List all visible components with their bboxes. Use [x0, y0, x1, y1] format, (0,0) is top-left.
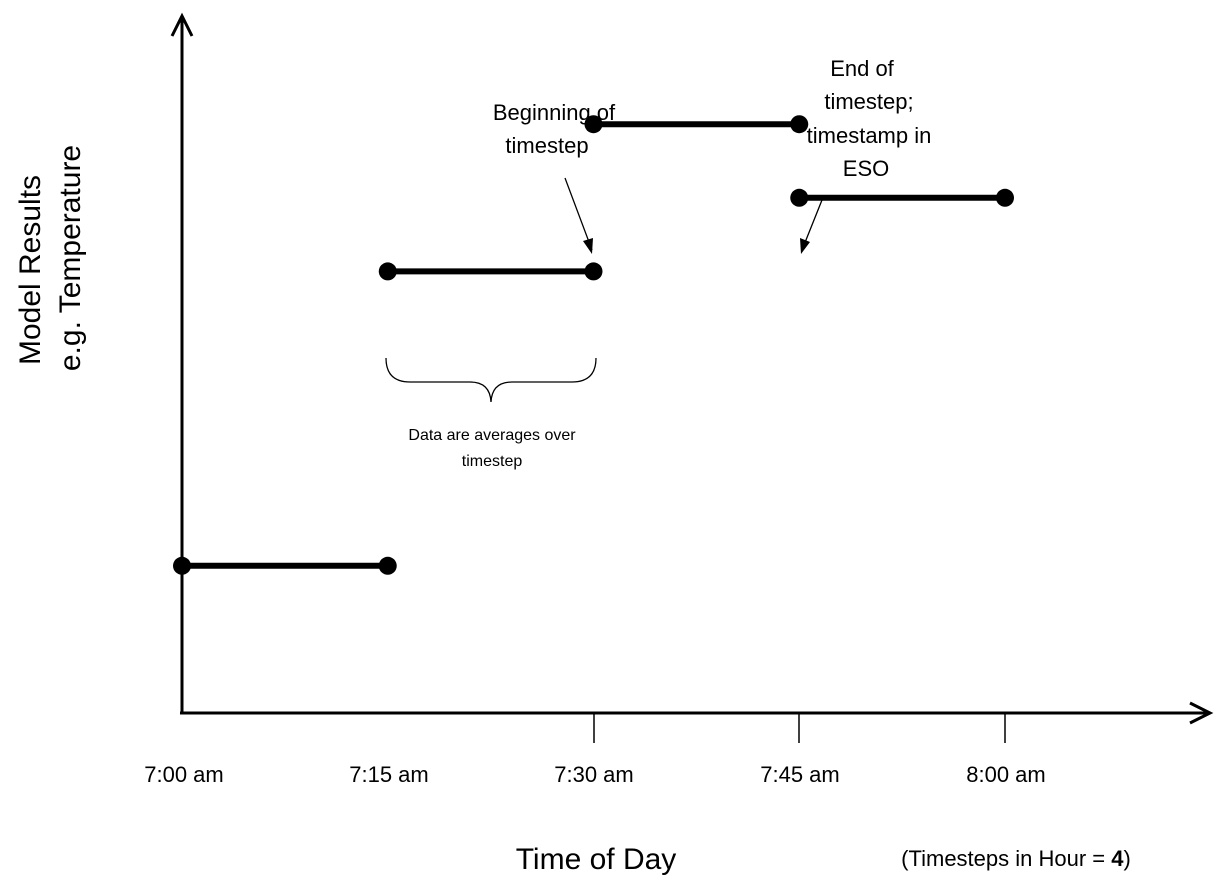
x-axis-title: Time of Day	[516, 843, 677, 876]
y-axis-title-line1: Model Results	[14, 175, 47, 365]
timesteps-note-suffix: )	[1124, 846, 1131, 871]
data-segments	[173, 115, 1014, 575]
end-annotation-line4: ESO	[843, 156, 889, 181]
y-axis-title-line2: e.g. Temperature	[54, 145, 87, 371]
x-tick-label: 8:00 am	[966, 762, 1046, 787]
brace-annotation-line2: timestep	[462, 453, 523, 470]
end-annotation-line3: timestamp in	[807, 123, 932, 148]
brace-annotation-line1: Data are averages over	[408, 427, 576, 444]
averaging-brace	[385, 357, 597, 403]
x-axis-arrowhead	[1189, 701, 1214, 725]
segment-start-point	[790, 188, 809, 207]
segment-end-point	[378, 556, 397, 575]
timesteps-note-value: 4	[1111, 846, 1124, 871]
end-arrowhead	[800, 238, 810, 254]
segment-end-point	[996, 188, 1014, 207]
beginning-annotation-line1: Beginning of	[493, 100, 616, 125]
beginning-annotation-line2: timestep	[505, 133, 588, 158]
segment-start-point	[584, 115, 603, 134]
x-tick-label: 7:30 am	[554, 762, 634, 787]
segment-end-point	[584, 262, 603, 281]
segment-start-point	[378, 262, 397, 281]
axes	[170, 12, 1214, 725]
beginning-arrow	[564, 177, 593, 251]
y-axis-arrowhead	[170, 12, 194, 37]
segment-start-point	[173, 556, 191, 575]
segment-end-point	[790, 115, 809, 134]
x-ticks	[593, 713, 1006, 743]
beginning-arrowhead	[583, 238, 593, 254]
x-tick-label: 7:15 am	[349, 762, 429, 787]
end-annotation-line1: End of	[830, 56, 894, 81]
x-tick-label: 7:00 am	[144, 762, 224, 787]
end-annotation-line2: timestep;	[824, 89, 913, 114]
x-tick-labels: 7:00 am 7:15 am 7:30 am 7:45 am 8:00 am	[144, 762, 1046, 787]
x-tick-label: 7:45 am	[760, 762, 840, 787]
timesteps-note-prefix: (Timesteps in Hour =	[901, 846, 1111, 871]
timesteps-note: (Timesteps in Hour = 4)	[901, 846, 1131, 871]
